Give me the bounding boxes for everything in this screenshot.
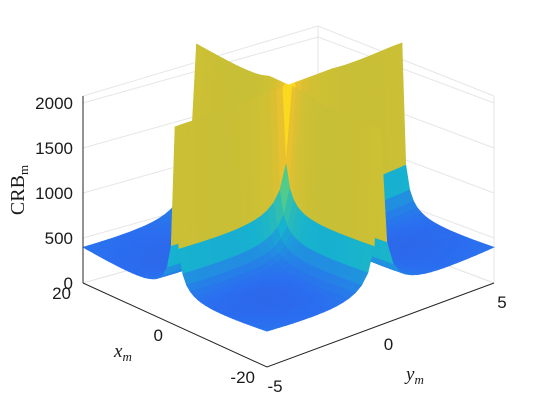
z-axis-label: CRBm — [7, 165, 31, 215]
z-axis-label-sub: m — [16, 165, 31, 175]
x-tick-label: 0 — [154, 326, 163, 345]
y-tick-label: 0 — [384, 335, 393, 354]
surface-cell — [262, 327, 275, 332]
y-tick-label: 5 — [497, 293, 506, 312]
z-tick-label: 0 — [64, 274, 73, 293]
y-axis-label-sub: m — [414, 372, 423, 387]
x-tick-label: 20 — [52, 284, 71, 303]
y-axis-label: ym — [404, 364, 424, 387]
y-axis-label-main: y — [404, 364, 415, 385]
axis-lines — [82, 96, 495, 368]
x-axis-label: xm — [113, 341, 132, 364]
z-tick-label: 1000 — [35, 184, 73, 203]
x-axis-label-sub: m — [122, 349, 131, 364]
x-axis-label-main: x — [113, 341, 123, 362]
z-axis-label-main: CRB — [7, 175, 29, 215]
z-tick-label: 1500 — [35, 139, 73, 158]
y-tick-label: -5 — [267, 377, 282, 396]
z-tick-label: 2000 — [35, 94, 73, 113]
z-tick-label: 500 — [45, 229, 73, 248]
x-tick-label: -20 — [230, 368, 255, 387]
crb-surface — [82, 42, 495, 332]
z-gridline — [82, 36, 495, 104]
